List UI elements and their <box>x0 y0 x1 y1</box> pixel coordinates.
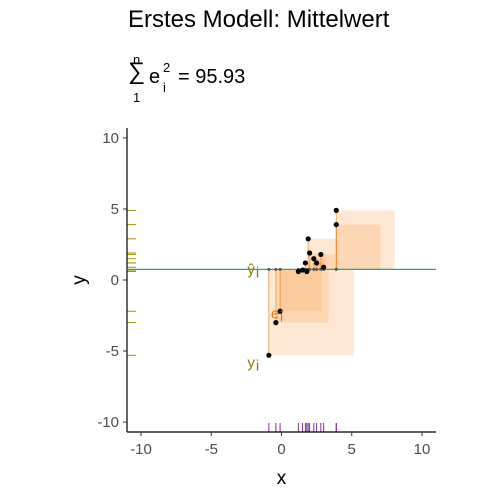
residual-square <box>336 210 395 270</box>
y-tick-label: -10 <box>97 414 119 431</box>
fitted-point <box>312 267 316 271</box>
formula-base: e <box>149 66 161 88</box>
x-tick-label: 5 <box>348 441 356 458</box>
fitted-point <box>315 267 319 271</box>
data-point <box>305 236 311 242</box>
data-point <box>333 207 339 213</box>
x-axis-title: x <box>277 468 287 489</box>
residual-square <box>268 269 354 356</box>
chart-title: Erstes Modell: Mittelwert <box>128 6 390 33</box>
data-point <box>304 268 310 275</box>
data-point <box>273 320 279 326</box>
y-tick-label: 10 <box>102 130 119 147</box>
data-point <box>333 221 339 228</box>
data-point <box>299 267 306 273</box>
residual-square <box>316 262 323 270</box>
annotation-y-obs-sub: i <box>256 357 259 374</box>
data-point <box>306 250 313 256</box>
sum-lower-limit: 1 <box>133 90 141 105</box>
data-point <box>321 264 327 270</box>
rug-marks <box>127 209 337 432</box>
data-point <box>302 260 308 266</box>
data-point <box>314 260 320 266</box>
residual-squares <box>268 210 395 356</box>
fitted-point <box>278 267 282 271</box>
data-point <box>318 251 324 258</box>
formula-subscript: i <box>163 80 166 95</box>
annotation-error: e <box>271 305 279 322</box>
axes: -10 -5 0 5 10 -10 -5 0 5 10 x y <box>69 128 436 489</box>
formula-value: = 95.93 <box>178 66 246 88</box>
annotation-error-sub: i <box>280 308 283 325</box>
data-points <box>266 207 339 358</box>
data-point <box>311 256 317 262</box>
y-tick-label: 5 <box>111 201 119 218</box>
x-tick-label: 0 <box>277 441 285 458</box>
fitted-point <box>267 267 271 271</box>
annotation-y-obs: y <box>247 354 255 371</box>
y-tick-label: -5 <box>106 343 119 360</box>
sum-symbol: ∑ <box>128 58 146 85</box>
annotation-y-hat: ŷ <box>247 261 255 278</box>
annotation-y-hat-sub: i <box>256 264 259 281</box>
y-tick-label: 0 <box>111 272 119 289</box>
data-point <box>266 352 272 358</box>
fitted-point <box>334 267 338 271</box>
x-tick-label: -10 <box>130 441 152 458</box>
residual-square <box>275 269 329 323</box>
fitted-point <box>274 267 278 271</box>
data-point <box>295 268 301 275</box>
residual-square <box>336 224 381 270</box>
x-tick-label: 10 <box>414 441 431 458</box>
x-tick-label: -5 <box>205 441 218 458</box>
sum-of-squares-formula: n ∑ 1 e 2 i = 95.93 <box>128 52 328 108</box>
data-point <box>277 308 283 314</box>
annotations: ŷ ie iy i <box>247 261 283 374</box>
residual-square <box>313 258 325 270</box>
y-axis-title: y <box>69 275 90 285</box>
residual-square <box>280 269 322 312</box>
sum-upper-limit: n <box>133 52 141 67</box>
formula-superscript: 2 <box>163 60 171 75</box>
